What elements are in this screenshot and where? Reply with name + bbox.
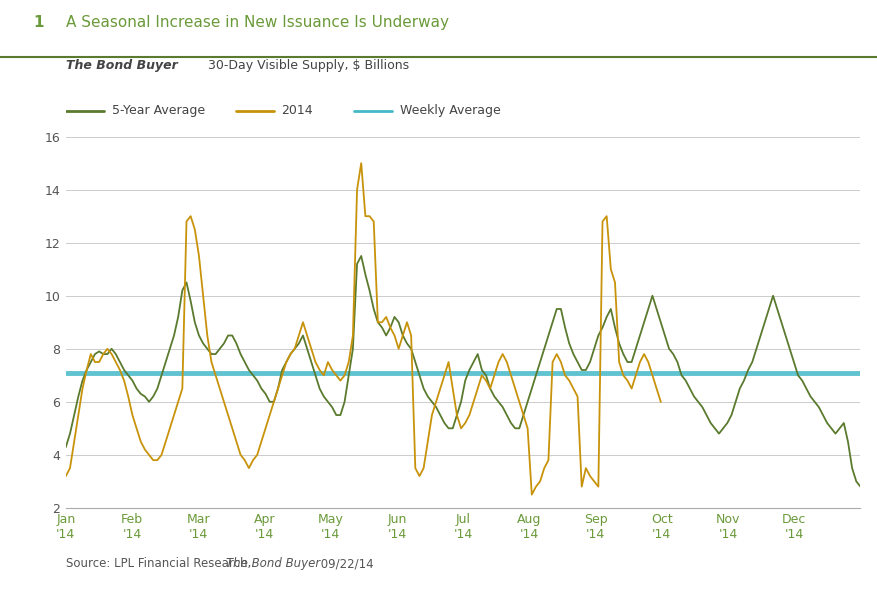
- Text: 30-Day Visible Supply, $ Billions: 30-Day Visible Supply, $ Billions: [203, 59, 409, 72]
- Text: 5-Year Average: 5-Year Average: [111, 104, 204, 117]
- Text: A Seasonal Increase in New Issuance Is Underway: A Seasonal Increase in New Issuance Is U…: [66, 15, 448, 30]
- Text: 1: 1: [33, 15, 44, 30]
- Text: The Bond Buyer: The Bond Buyer: [66, 59, 177, 72]
- Text: Source: LPL Financial Research,: Source: LPL Financial Research,: [66, 557, 254, 570]
- Text: 2014: 2014: [282, 104, 313, 117]
- Text: Weekly Average: Weekly Average: [400, 104, 500, 117]
- Text: The Bond Buyer: The Bond Buyer: [226, 557, 320, 570]
- Text: 09/22/14: 09/22/14: [317, 557, 374, 570]
